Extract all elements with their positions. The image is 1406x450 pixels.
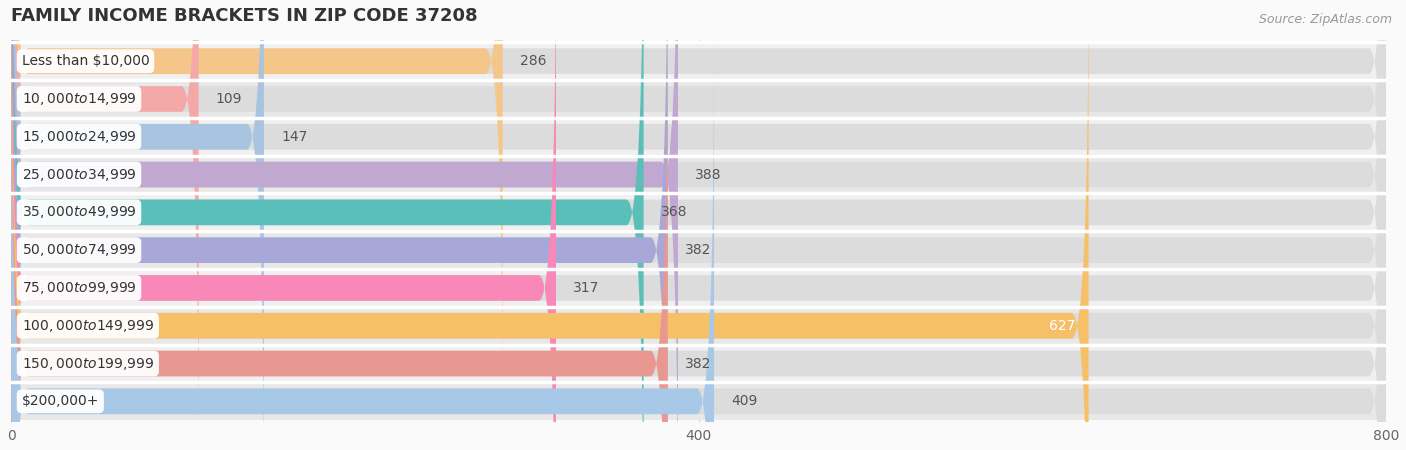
FancyBboxPatch shape [11,194,1386,231]
FancyBboxPatch shape [11,0,668,450]
FancyBboxPatch shape [11,0,1386,450]
FancyBboxPatch shape [11,0,1386,450]
FancyBboxPatch shape [11,156,1386,194]
Text: $50,000 to $74,999: $50,000 to $74,999 [21,242,136,258]
FancyBboxPatch shape [11,0,644,450]
Text: 147: 147 [281,130,308,144]
Text: FAMILY INCOME BRACKETS IN ZIP CODE 37208: FAMILY INCOME BRACKETS IN ZIP CODE 37208 [11,7,478,25]
Text: 368: 368 [661,205,688,219]
FancyBboxPatch shape [11,0,1386,450]
Text: 409: 409 [731,394,758,408]
Text: $25,000 to $34,999: $25,000 to $34,999 [21,166,136,183]
Text: $200,000+: $200,000+ [21,394,98,408]
FancyBboxPatch shape [11,80,1386,118]
Text: 382: 382 [685,356,711,370]
FancyBboxPatch shape [11,0,264,450]
FancyBboxPatch shape [11,0,1386,450]
Text: 317: 317 [574,281,599,295]
FancyBboxPatch shape [11,42,1386,80]
FancyBboxPatch shape [11,36,1386,450]
FancyBboxPatch shape [11,345,1386,382]
Text: Less than $10,000: Less than $10,000 [21,54,149,68]
Text: 382: 382 [685,243,711,257]
FancyBboxPatch shape [11,0,1386,426]
Text: $35,000 to $49,999: $35,000 to $49,999 [21,204,136,220]
Text: $75,000 to $99,999: $75,000 to $99,999 [21,280,136,296]
Text: $150,000 to $199,999: $150,000 to $199,999 [21,356,155,372]
FancyBboxPatch shape [11,0,678,450]
Text: $10,000 to $14,999: $10,000 to $14,999 [21,91,136,107]
FancyBboxPatch shape [11,0,1386,450]
FancyBboxPatch shape [11,0,1386,450]
FancyBboxPatch shape [11,269,1386,307]
FancyBboxPatch shape [11,0,1386,450]
FancyBboxPatch shape [11,0,198,450]
Text: 109: 109 [215,92,242,106]
FancyBboxPatch shape [11,0,668,450]
FancyBboxPatch shape [11,231,1386,269]
Text: $15,000 to $24,999: $15,000 to $24,999 [21,129,136,145]
Text: 388: 388 [695,167,721,181]
Text: 627: 627 [1049,319,1074,333]
FancyBboxPatch shape [11,0,1088,450]
Text: 286: 286 [520,54,547,68]
FancyBboxPatch shape [11,0,555,450]
Text: $100,000 to $149,999: $100,000 to $149,999 [21,318,155,334]
FancyBboxPatch shape [11,307,1386,345]
FancyBboxPatch shape [11,0,503,426]
Text: Source: ZipAtlas.com: Source: ZipAtlas.com [1258,14,1392,27]
FancyBboxPatch shape [11,36,714,450]
FancyBboxPatch shape [11,0,1386,450]
FancyBboxPatch shape [11,118,1386,156]
FancyBboxPatch shape [11,382,1386,420]
